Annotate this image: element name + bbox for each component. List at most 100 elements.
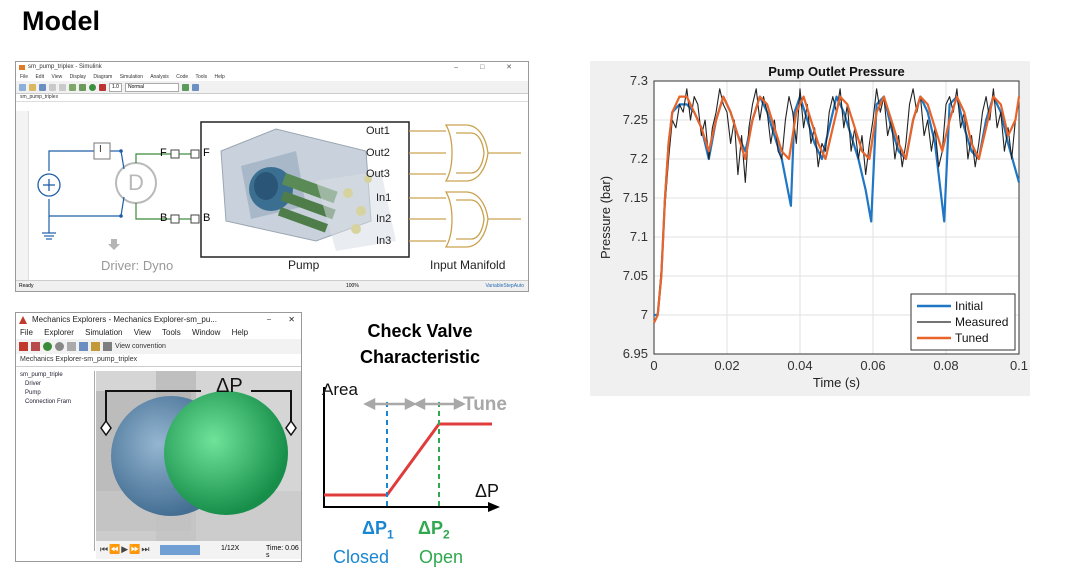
- legend-label-tuned: Tuned: [955, 331, 989, 345]
- playback-controls-icon[interactable]: ⏮⏪▶⏩⏭: [100, 544, 151, 554]
- y-tick-label: 7.2: [630, 151, 648, 166]
- check-valve-title-line1: Check Valve: [367, 321, 473, 341]
- x-axis-label: Time (s): [813, 375, 860, 390]
- mech-tab[interactable]: Mechanics Explorer-sm_pump_triplex: [16, 354, 301, 367]
- mech-menu-help[interactable]: Help: [231, 328, 249, 337]
- mech-menu-simulation[interactable]: Simulation: [85, 328, 123, 337]
- save-icon[interactable]: [39, 83, 46, 91]
- status-solver[interactable]: VariableStepAuto: [485, 283, 524, 289]
- menu-code[interactable]: Code: [176, 74, 189, 80]
- mech-toolbar: View convention: [16, 339, 301, 354]
- port-out2: Out2: [366, 147, 390, 159]
- valve-spheres-render: [96, 371, 301, 541]
- rotate-icon[interactable]: [43, 342, 52, 351]
- plot-frame: [653, 80, 1020, 355]
- x-tick-label: 0.04: [787, 358, 812, 373]
- tree-item-pump[interactable]: Pump: [25, 390, 41, 396]
- library-icon[interactable]: [69, 83, 76, 91]
- look-under-mask-icon: [108, 239, 120, 250]
- y-tick-label: 7.05: [623, 268, 648, 283]
- closed-label: Closed: [333, 547, 390, 567]
- x-tick-label: 0.06: [860, 358, 885, 373]
- new-model-icon[interactable]: [19, 83, 26, 91]
- sim-mode-select[interactable]: Normal: [124, 82, 179, 92]
- current-sensor-block: [93, 142, 111, 160]
- model-settings-icon[interactable]: [79, 83, 86, 91]
- model-tab[interactable]: sm_pump_triplex: [16, 94, 528, 102]
- port-f-right: F: [203, 147, 210, 159]
- menu-simulation[interactable]: Simulation: [119, 74, 144, 80]
- dp-axis-label: ΔP: [475, 481, 500, 501]
- check-valve-diagram: [323, 387, 500, 512]
- close-button[interactable]: ✕: [288, 315, 295, 324]
- mech-menu-explorer[interactable]: Explorer: [44, 328, 74, 337]
- menu-diagram[interactable]: Diagram: [93, 74, 113, 80]
- minimize-button[interactable]: ⎯: [267, 315, 271, 324]
- pan-icon[interactable]: [55, 342, 64, 351]
- menu-file[interactable]: File: [20, 74, 29, 80]
- driver-label: Driver: Dyno: [101, 258, 174, 273]
- y-tick-label: 6.95: [623, 346, 648, 361]
- data-inspector-icon[interactable]: [191, 83, 199, 91]
- tree-item-driver[interactable]: Driver: [25, 381, 41, 387]
- playback-bar: ⏮⏪▶⏩⏭ 1/12X Time: 0.06 s: [96, 541, 301, 559]
- frames-icon[interactable]: [103, 342, 112, 351]
- y-tick-label: 7.1: [630, 229, 648, 244]
- valve-area-curve: [324, 422, 492, 497]
- model-canvas: I D F F B B Out1 Out2 Out3 In1 In2 In3 D…: [16, 111, 528, 281]
- speed-value[interactable]: 1/12X: [221, 545, 240, 552]
- y-tick-label: 7: [641, 307, 648, 322]
- mech-menu-view[interactable]: View: [133, 328, 151, 337]
- mech-window-title: Mechanics Explorers - Mechanics Explorer…: [32, 315, 217, 324]
- status-zoom: 100%: [346, 283, 359, 289]
- simulink-logo-icon: [19, 65, 25, 70]
- tune-arrows: [363, 397, 466, 411]
- y-axis-label: Pressure (bar): [598, 176, 613, 259]
- port-out3: Out3: [366, 168, 390, 180]
- front-view-icon[interactable]: [31, 342, 40, 351]
- check-icon[interactable]: [181, 83, 189, 91]
- port-in1: In1: [376, 192, 392, 204]
- legend-label-measured: Measured: [955, 315, 1008, 329]
- playback-slider[interactable]: [160, 545, 200, 555]
- stop-icon[interactable]: [99, 83, 106, 91]
- check-valve-title: Check Valve Characteristic: [340, 318, 500, 370]
- mech-menu-window[interactable]: Window: [191, 328, 221, 337]
- simulink-menubar: File Edit View Display Diagram Simulatio…: [16, 73, 528, 81]
- menu-analysis[interactable]: Analysis: [150, 74, 169, 80]
- run-icon[interactable]: [89, 83, 96, 91]
- view-convention-label[interactable]: View convention: [115, 343, 166, 350]
- fit-icon[interactable]: [79, 342, 88, 351]
- area-label: Area: [322, 380, 358, 399]
- menu-display[interactable]: Display: [69, 74, 87, 80]
- mech-menu-file[interactable]: File: [20, 328, 33, 337]
- redo-icon[interactable]: [59, 83, 66, 91]
- 3d-view[interactable]: ΔP: [96, 371, 301, 541]
- stop-time-field[interactable]: 1.0: [109, 82, 122, 92]
- undo-icon[interactable]: [49, 83, 56, 91]
- menu-help[interactable]: Help: [214, 74, 225, 80]
- screenshot-icon[interactable]: [91, 342, 100, 351]
- manifold-label: Input Manifold: [430, 258, 506, 272]
- tree-item-connection[interactable]: Connection Fram: [25, 399, 72, 405]
- menu-tools[interactable]: Tools: [195, 74, 208, 80]
- dp2-label: ΔP2: [418, 518, 450, 542]
- port-b-left: B: [160, 212, 168, 224]
- isometric-view-icon[interactable]: [19, 342, 28, 351]
- menu-edit[interactable]: Edit: [35, 74, 45, 80]
- tree-item-root[interactable]: sm_pump_triple: [20, 372, 63, 378]
- zoom-icon[interactable]: [67, 342, 76, 351]
- window-controls[interactable]: – □ ✕: [454, 64, 522, 71]
- pressure-plot-figure: 0 0.02 0.04 0.06 0.08 0.1 6.95 7 7.05 7.1 7.15 7.2 7…: [590, 61, 1030, 396]
- y-tick-label: 7.15: [623, 190, 648, 205]
- mechanics-explorer-window: Mechanics Explorers - Mechanics Explorer…: [15, 312, 302, 562]
- mech-menu-tools[interactable]: Tools: [162, 328, 181, 337]
- open-icon[interactable]: [29, 83, 36, 91]
- simulink-window-title: sm_pump_triplex - Simulink: [28, 64, 102, 70]
- pump-3d-icon: [220, 128, 396, 251]
- slide-title: Model: [22, 6, 100, 36]
- series-line-tuned: [653, 95, 1021, 324]
- tune-label: Tune: [463, 394, 507, 415]
- menu-view[interactable]: View: [51, 74, 63, 80]
- chart-title: Pump Outlet Pressure: [768, 64, 905, 79]
